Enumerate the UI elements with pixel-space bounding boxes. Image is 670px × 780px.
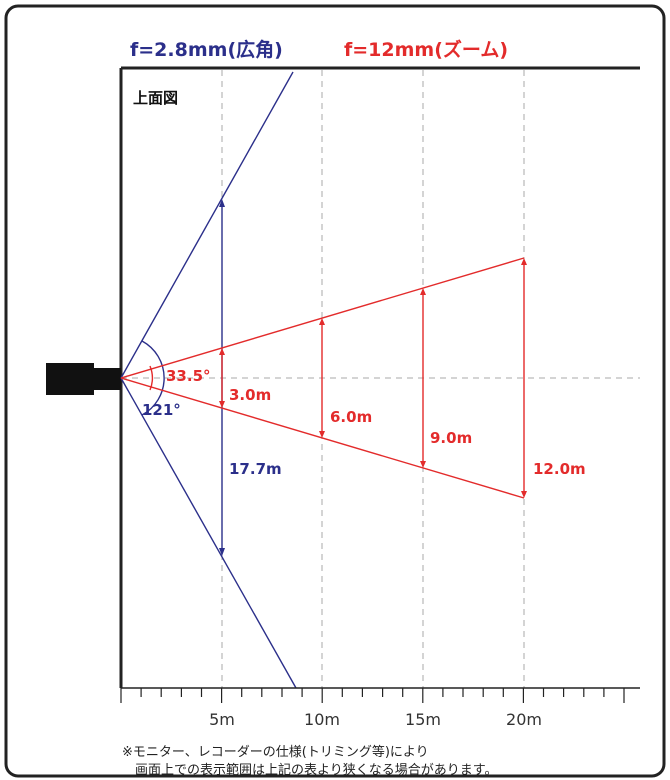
zoom-width-arrow-15m (420, 288, 426, 468)
wide-angle-arc (141, 340, 165, 416)
x-tick-label-15m: 15m (405, 710, 441, 729)
wide-cone (120, 71, 297, 689)
view-label: 上面図 (133, 89, 178, 107)
zoom-width-label-20m: 12.0m (533, 460, 586, 478)
outer-border (4, 4, 666, 778)
zoom-cone (120, 257, 525, 499)
zoom-width-label-5m: 3.0m (229, 386, 271, 404)
footnote-line-1: ※モニター、レコーダーの仕様(トリミング等)により (122, 744, 429, 760)
wide-angle-label: 121° (142, 401, 181, 419)
zoom-width-arrow-20m (521, 258, 527, 498)
x-axis-ticks (120, 688, 625, 703)
zoom-cone-lower-edge (120, 377, 525, 499)
title-zoom: f=12mm(ズーム) (344, 38, 508, 61)
wide-width-label-5m: 17.7m (229, 460, 282, 478)
zoom-width-arrow-10m (319, 318, 325, 438)
zoom-width-label-15m: 9.0m (430, 429, 472, 447)
zoom-width-label-10m: 6.0m (330, 408, 372, 426)
x-tick-label-20m: 20m (506, 710, 542, 729)
camera-icon (46, 363, 121, 395)
x-tick-label-5m: 5m (209, 710, 235, 729)
grid-lines (221, 70, 525, 688)
zoom-width-arrows (219, 258, 527, 498)
footnote-line-2: 画面上での表示範囲は上記の表より狭くなる場合があります。 (135, 762, 497, 778)
zoom-angle-arc (149, 365, 154, 391)
wide-cone-lower-edge (120, 377, 297, 689)
title-wide: f=2.8mm(広角) (130, 38, 283, 61)
x-tick-label-10m: 10m (304, 710, 340, 729)
zoom-width-arrow-5m (219, 348, 225, 408)
wide-cone-upper-edge (120, 71, 294, 379)
zoom-angle-label: 33.5° (166, 367, 211, 385)
zoom-cone-upper-edge (120, 257, 525, 379)
